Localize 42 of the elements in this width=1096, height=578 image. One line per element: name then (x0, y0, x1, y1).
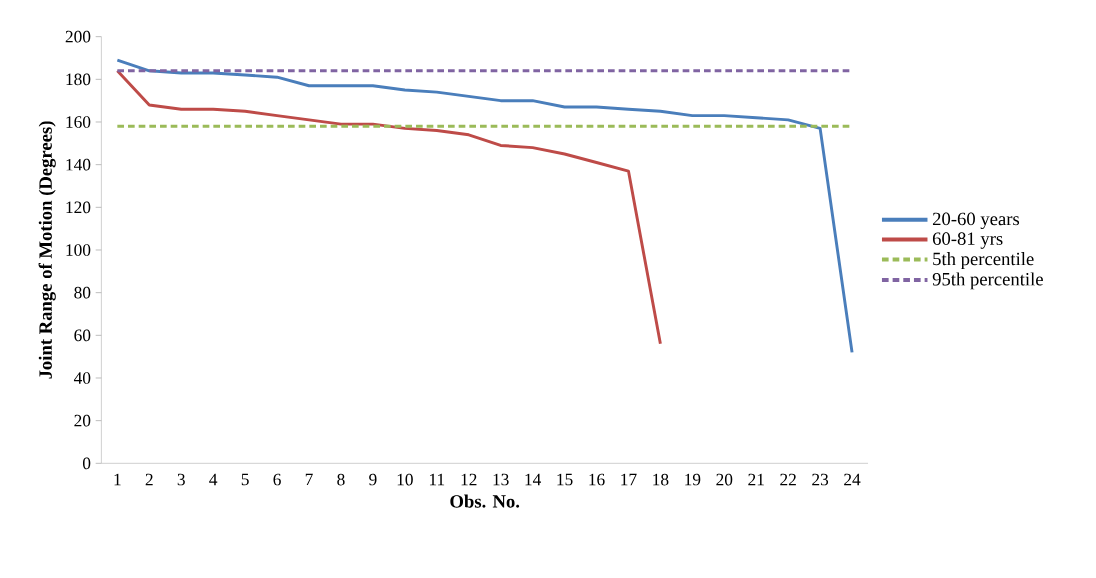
legend-label: 20-60 years (932, 212, 1020, 230)
x-tick-label: 9 (369, 473, 377, 486)
x-tick-label: 7 (305, 473, 313, 486)
x-tick-label: 24 (844, 473, 861, 486)
y-tick-label: 120 (66, 201, 91, 214)
x-tick-label: 13 (493, 473, 509, 486)
x-tick-label: 18 (653, 473, 669, 486)
x-tick-label: 1 (114, 473, 121, 486)
y-tick-label: 200 (65, 30, 91, 43)
x-tick-label: 5 (241, 473, 249, 486)
x-tick-label: 23 (812, 473, 829, 486)
x-tick-label: 3 (177, 473, 185, 486)
x-tick-label: 22 (780, 473, 796, 486)
x-tick-label: 11 (429, 473, 445, 486)
y-tick-label: 40 (73, 372, 91, 384)
y-tick-label: 100 (66, 244, 91, 256)
x-tick-label: 17 (621, 473, 637, 486)
y-tick-label: 80 (74, 286, 91, 299)
x-tick-label: 14 (525, 473, 542, 486)
x-tick-label: 21 (748, 473, 764, 486)
x-tick-label: 15 (557, 473, 573, 486)
x-axis-title: Obs. No. (450, 494, 520, 508)
legend-label: 95th percentile (932, 272, 1043, 290)
x-tick-label: 8 (337, 473, 345, 486)
x-tick-label: 12 (461, 473, 477, 486)
line-series (115, 69, 662, 346)
y-tick-label: 140 (66, 158, 91, 171)
y-tick-label: 20 (74, 414, 91, 427)
x-tick-label: 20 (716, 473, 733, 486)
y-axis-title: Joint Range of Motion (Degrees) (38, 121, 56, 379)
y-tick-label: 60 (74, 329, 91, 342)
x-tick-label: 6 (273, 473, 281, 486)
legend-label: 5th percentile (933, 252, 1034, 270)
x-tick-label: 2 (145, 473, 153, 486)
x-tick-label: 16 (589, 473, 605, 486)
y-tick-label: 180 (66, 73, 91, 86)
x-tick-label: 10 (397, 473, 413, 486)
x-tick-label: 19 (685, 473, 701, 486)
y-tick-label: 160 (66, 116, 91, 128)
x-tick-label: 4 (209, 473, 218, 486)
y-tick-label: 0 (82, 457, 91, 470)
legend-label: 60-81 yrs (932, 232, 1003, 249)
